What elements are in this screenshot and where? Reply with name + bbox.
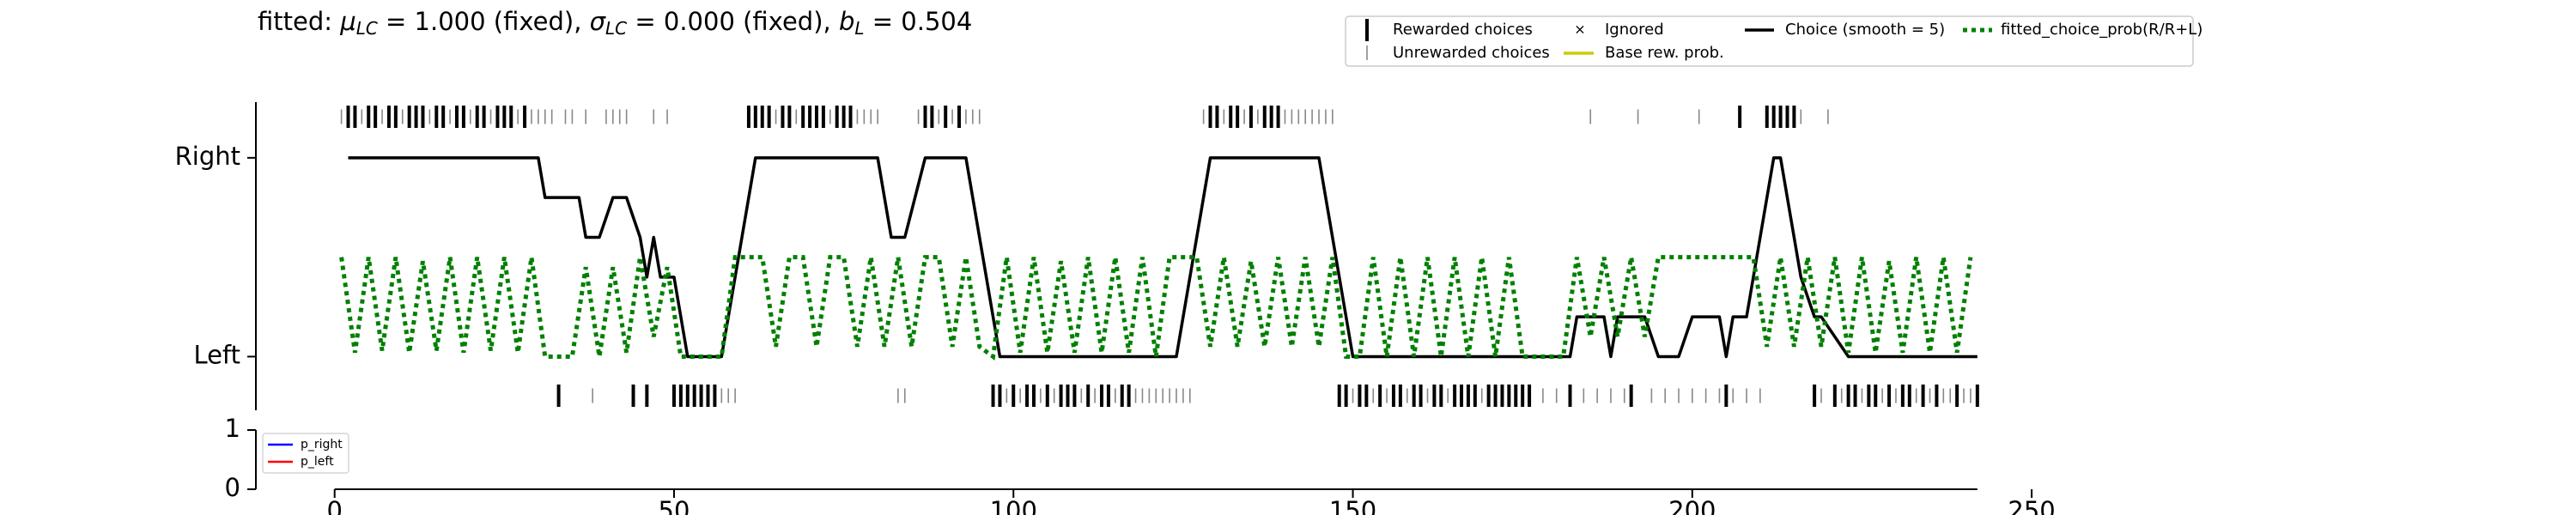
legend-label: Rewarded choices bbox=[1393, 21, 1533, 39]
x-tick-label: 100 bbox=[990, 496, 1037, 515]
fitted-line bbox=[339, 255, 1973, 360]
legend-label: Choice (smooth = 5) bbox=[1785, 21, 1945, 39]
x-tick-label: 50 bbox=[659, 496, 690, 515]
title-part: = 0.504 bbox=[865, 7, 973, 36]
y-tick-label: Left bbox=[193, 340, 240, 369]
legend-label: Base rew. prob. bbox=[1605, 44, 1724, 62]
legend-label: fitted_choice_prob(R/R+L) bbox=[2001, 21, 2202, 39]
title-part: σ bbox=[590, 7, 607, 36]
legend-ignored-marker: × bbox=[1574, 21, 1585, 38]
x-tick-label: 250 bbox=[2008, 496, 2055, 515]
legend-label: Ignored bbox=[1605, 21, 1664, 39]
x-tick-label: 150 bbox=[1329, 496, 1376, 515]
chart-title: fitted: μLC = 1.000 (fixed), σLC = 0.000… bbox=[258, 7, 972, 39]
y-tick-label: 0 bbox=[225, 473, 240, 502]
title-sub: L bbox=[854, 18, 864, 39]
y-tick-label: 1 bbox=[225, 414, 240, 443]
lower-legend-box bbox=[262, 433, 349, 474]
lower-legend-label: p_right bbox=[301, 438, 343, 451]
title-part: μ bbox=[339, 7, 355, 36]
lower-legend-label: p_left bbox=[301, 455, 334, 469]
title-part: b bbox=[839, 7, 854, 36]
x-tick-label: 0 bbox=[326, 496, 342, 515]
title-part: fitted: bbox=[258, 7, 340, 36]
title-sub: LC bbox=[356, 18, 378, 39]
title-part: = 1.000 (fixed), bbox=[378, 7, 590, 36]
x-tick-label: 200 bbox=[1668, 496, 1716, 515]
y-tick-label: Right bbox=[175, 142, 240, 171]
legend-label: Unrewarded choices bbox=[1393, 44, 1550, 62]
choice-line bbox=[348, 156, 1978, 359]
title-sub: LC bbox=[605, 18, 627, 39]
title-part: = 0.000 (fixed), bbox=[627, 7, 839, 36]
